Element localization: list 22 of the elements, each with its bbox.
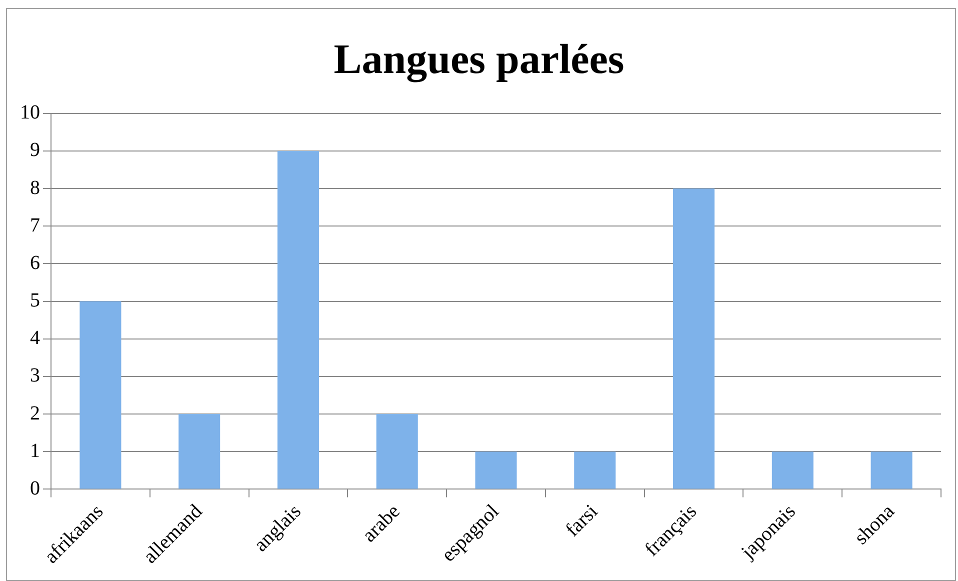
- y-tick-label: 6: [30, 252, 40, 274]
- y-tick-label: 9: [30, 139, 40, 162]
- y-tick-label: 7: [30, 214, 40, 236]
- y-tick-label: 0: [30, 477, 40, 500]
- y-tick-label: 8: [30, 176, 40, 199]
- y-tick-label: 1: [30, 440, 40, 462]
- y-tick-label: 5: [30, 290, 40, 312]
- bar: [673, 188, 715, 489]
- bar: [475, 452, 517, 489]
- y-tick-label: 2: [30, 402, 40, 424]
- y-tick-label: 3: [30, 364, 40, 387]
- bar: [376, 414, 418, 489]
- bar: [574, 452, 616, 489]
- bar: [80, 301, 122, 489]
- x-tick-label: farsi: [561, 500, 602, 542]
- bar: [277, 150, 319, 489]
- y-tick-label: 10: [20, 102, 40, 124]
- bar: [178, 414, 220, 489]
- y-tick-label: 4: [30, 327, 40, 350]
- bar: [772, 452, 814, 489]
- chart-title: Langues parlées: [334, 37, 624, 84]
- bar: [870, 452, 912, 489]
